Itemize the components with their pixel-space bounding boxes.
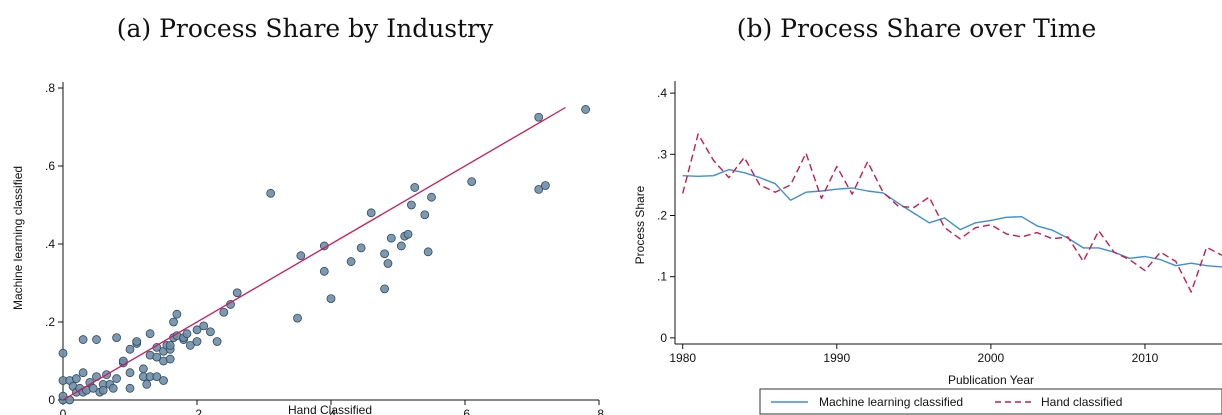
scatter-point: [172, 309, 182, 319]
scatter-point: [165, 340, 175, 350]
scatter-point: [212, 337, 222, 346]
scatter-point: [192, 325, 202, 335]
scatter-point: [192, 337, 202, 346]
fit-line: [62, 106, 566, 401]
scatter-chart: 0 .2 .4 .6 .8 0 .2 .4 .6 .8 Hand Classified Machi…: [11, 81, 604, 415]
scatter-point: [410, 183, 420, 192]
scatter-point: [396, 241, 406, 251]
scatter-point: [534, 112, 544, 122]
scatter-point: [88, 383, 98, 393]
scatter-point: [219, 307, 229, 317]
scatter-point: [108, 383, 118, 393]
y-tick-label-a: .2: [45, 315, 55, 329]
y-tick-label-b: 0: [660, 331, 667, 345]
chart-title-a: (a) Process Share by Industry: [116, 14, 494, 43]
scatter-point: [427, 192, 436, 202]
x-axis-label-a: Hand Classified: [288, 403, 372, 415]
legend: Machine learning classified Hand classif…: [759, 388, 1222, 415]
scatter-point: [125, 383, 135, 393]
legend-label-ml: Machine learning classified: [819, 395, 963, 409]
scatter-point: [98, 385, 108, 395]
y-tick-label-b: .1: [657, 270, 667, 284]
scatter-point: [380, 284, 390, 294]
scatter-point: [534, 184, 544, 194]
x-tick-label-b: 2000: [978, 351, 1005, 365]
y-tick-label-a: .8: [45, 81, 55, 95]
series-line-hand: [682, 133, 1222, 293]
scatter-point: [125, 368, 135, 378]
scatter-point: [420, 210, 430, 220]
scatter-point: [406, 200, 416, 210]
scatter-point: [356, 243, 366, 253]
chart-title-b: (b) Process Share over Time: [736, 14, 1097, 43]
scatter-point: [169, 317, 178, 327]
scatter-point: [380, 249, 390, 259]
x-tick-label-a: .6: [460, 407, 470, 415]
scatter-point: [205, 327, 215, 337]
x-tick-label-a: .2: [192, 407, 202, 415]
legend-box: [759, 388, 1222, 415]
scatter-point: [541, 181, 550, 190]
y-tick-label-b: .3: [657, 147, 667, 161]
scatter-point: [366, 208, 376, 218]
scatter-point: [112, 333, 121, 343]
y-tick-label-a: 0: [48, 393, 55, 407]
scatter-point: [581, 105, 590, 114]
scatter-point: [78, 335, 88, 344]
x-tick-label-b: 1980: [669, 351, 696, 365]
scatter-point: [152, 352, 162, 362]
series-line-ml: [682, 168, 1222, 268]
scatter-point: [467, 177, 477, 187]
scatter-point: [386, 233, 396, 243]
scatter-point: [326, 294, 336, 304]
scatter-point: [346, 257, 356, 266]
scatter-point: [165, 354, 175, 364]
x-tick-label-a: 0: [60, 407, 67, 415]
scatter-point: [185, 340, 195, 350]
scatter-point: [132, 337, 142, 346]
y-tick-label-a: .6: [45, 159, 55, 173]
y-axis-label-b: Process Share: [633, 185, 647, 264]
scatter-point: [423, 247, 433, 257]
scatter-point: [112, 374, 121, 383]
scatter-point: [383, 259, 393, 268]
y-tick-label-a: .4: [45, 237, 55, 251]
scatter-point: [232, 288, 242, 298]
scatter-point: [145, 329, 155, 339]
scatter-point: [72, 374, 81, 383]
scatter-point: [159, 376, 168, 385]
y-tick-label-b: .4: [657, 86, 667, 100]
scatter-point: [403, 229, 413, 239]
x-tick-label-b: 1990: [823, 351, 850, 365]
scatter-point: [199, 321, 209, 331]
scatter-point: [296, 251, 306, 261]
scatter-point: [142, 379, 152, 389]
scatter-point: [182, 329, 192, 339]
x-tick-label-b: 2010: [1132, 351, 1159, 365]
x-tick-label-a: .8: [594, 407, 604, 415]
y-axis-label-a: Machine learning classified: [11, 166, 25, 310]
y-tick-label-b: .2: [657, 209, 667, 223]
scatter-point: [58, 348, 68, 358]
scatter-point: [266, 188, 276, 198]
scatter-point: [92, 335, 101, 344]
scatter-point: [125, 344, 135, 354]
scatter-point: [138, 364, 148, 374]
legend-label-hand: Hand classified: [1041, 395, 1122, 409]
scatter-point: [78, 368, 88, 378]
scatter-point: [319, 266, 329, 276]
scatter-point: [152, 372, 162, 382]
scatter-point: [293, 313, 302, 323]
line-chart: 1980 1990 2000 2010 0 .1 .2 .3 .4 Publication Ye…: [633, 81, 1222, 415]
x-axis-label-b: Publication Year: [948, 373, 1034, 387]
x-tick-label-a: .4: [326, 407, 336, 415]
